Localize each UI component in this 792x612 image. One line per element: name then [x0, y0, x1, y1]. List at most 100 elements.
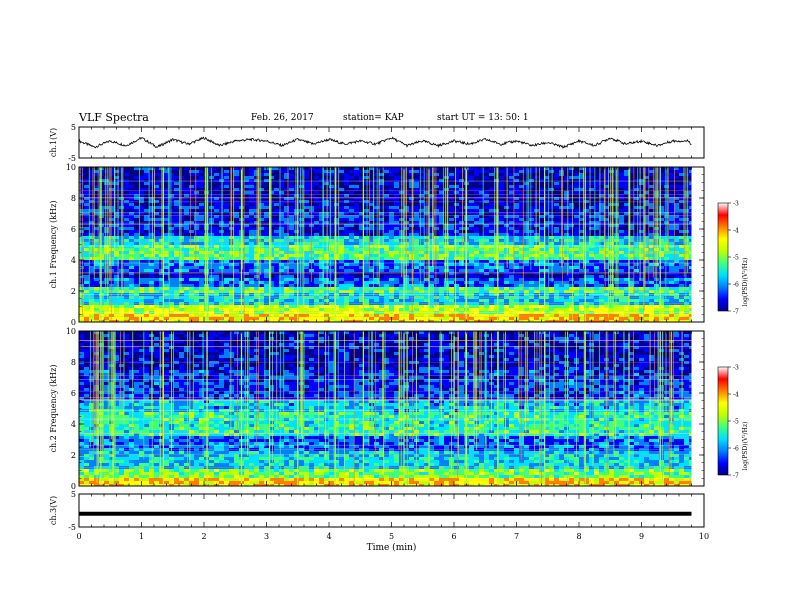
spectrogram-cell [79, 284, 85, 288]
spectrogram-cell [399, 293, 405, 297]
spectrogram-cell [174, 287, 180, 291]
spectrogram-cell [429, 305, 435, 309]
spectrogram-cell [354, 314, 360, 318]
spectrogram-cell [224, 269, 230, 273]
spectrogram-cell [314, 203, 320, 207]
spectrogram-cell [319, 185, 325, 189]
spectrogram-cell [124, 308, 130, 312]
spectrogram-cell [79, 233, 85, 237]
spectrogram-cell [319, 212, 325, 216]
spectrogram-cell [484, 179, 490, 183]
spectrogram-cell [164, 314, 170, 318]
spectrogram-cell [149, 281, 155, 285]
spectrogram-cell [209, 308, 215, 312]
spectrogram-cell [489, 206, 495, 210]
spectrogram-cell [294, 173, 300, 177]
spectrogram-cell [394, 314, 400, 318]
spectrogram-cell [189, 176, 195, 180]
spectrogram-cell [329, 242, 335, 246]
spectrogram-cell [289, 284, 295, 288]
spectrogram-cell [214, 224, 220, 228]
spectrogram-cell [459, 227, 465, 231]
spectrogram-cell [444, 233, 450, 237]
spectrogram-cell [104, 275, 110, 279]
spectrogram-cell [344, 239, 350, 243]
spectrogram-cell [149, 263, 155, 267]
spectrogram-cell [169, 248, 175, 252]
spectrogram-cell [114, 191, 120, 195]
spectrogram-cell [199, 275, 205, 279]
spectrogram-cell [179, 221, 185, 225]
spectrogram-cell [539, 299, 545, 303]
spectrogram-cell [179, 170, 185, 174]
spectrogram-cell [349, 188, 355, 192]
spectrogram-cell [379, 275, 385, 279]
spectrogram-cell [509, 215, 515, 219]
spectrogram-cell [504, 275, 510, 279]
spectrogram-cell [164, 197, 170, 201]
spectrogram-cell [129, 317, 135, 321]
spectrogram-cell [444, 269, 450, 273]
spectrogram-cell [164, 290, 170, 294]
spectrogram-cell [434, 293, 440, 297]
spectrogram-cell [229, 317, 235, 321]
spectrogram-cell [534, 287, 540, 291]
spectrogram-cell [109, 173, 115, 177]
spectrogram-cell [369, 212, 375, 216]
spectrogram-cell [439, 257, 445, 261]
spectrogram-cell [494, 281, 500, 285]
spectrogram-cell [124, 254, 130, 258]
spectrogram-cell [534, 320, 540, 322]
spectrogram-cell [179, 245, 185, 249]
spectrogram-cell [214, 293, 220, 297]
spectrogram-cell [359, 275, 365, 279]
spectrogram-cell [384, 245, 390, 249]
spectrogram-cell [109, 263, 115, 267]
spectrogram-cell [429, 230, 435, 234]
spectrogram-cell [294, 257, 300, 261]
spectrogram-cell [104, 227, 110, 231]
spectrogram-cell [164, 212, 170, 216]
spectrogram-cell [109, 221, 115, 225]
spectrogram-cell [439, 224, 445, 228]
spectrogram-cell [209, 197, 215, 201]
spectrogram-cell [189, 245, 195, 249]
spectrogram-cell [519, 245, 525, 249]
spectrogram-cell [259, 248, 265, 252]
spectrogram-cell [164, 188, 170, 192]
spectrogram-cell [139, 239, 145, 243]
spectrogram-cell [174, 170, 180, 174]
spectrogram-cell [184, 182, 190, 186]
spectrogram-cell [449, 191, 455, 195]
spectrogram-cell [344, 227, 350, 231]
spectrogram-cell [499, 269, 505, 273]
spectrogram-cell [529, 248, 535, 252]
spectrogram-cell [149, 320, 155, 322]
spectrogram-cell [144, 182, 150, 186]
spectrogram-cell [249, 239, 255, 243]
spectrogram-cell [429, 245, 435, 249]
spectrogram-cell [194, 284, 200, 288]
spectrogram-cell [79, 278, 85, 282]
spectrogram-cell [124, 218, 130, 222]
spectrogram-cell [439, 230, 445, 234]
spectrogram-cell [104, 320, 110, 322]
spectrogram-cell [244, 293, 250, 297]
spectrogram-cell [414, 269, 420, 273]
spectrogram-cell [199, 305, 205, 309]
spectrogram-cell [144, 320, 150, 322]
spectrogram-cell [359, 317, 365, 321]
spectrogram-cell [359, 188, 365, 192]
spectrogram-cell [209, 227, 215, 231]
spectrogram-cell [529, 221, 535, 225]
spectrogram-cell [94, 275, 100, 279]
spectrogram-cell [349, 257, 355, 261]
spectrogram-cell [284, 173, 290, 177]
spectrogram-cell [299, 320, 305, 322]
spectrogram-cell [84, 245, 90, 249]
spectrogram-cell [94, 227, 100, 231]
spectrogram-cell [154, 221, 160, 225]
spectrogram-cell [334, 257, 340, 261]
spectrogram-cell [104, 206, 110, 210]
spectrogram-cell [329, 224, 335, 228]
